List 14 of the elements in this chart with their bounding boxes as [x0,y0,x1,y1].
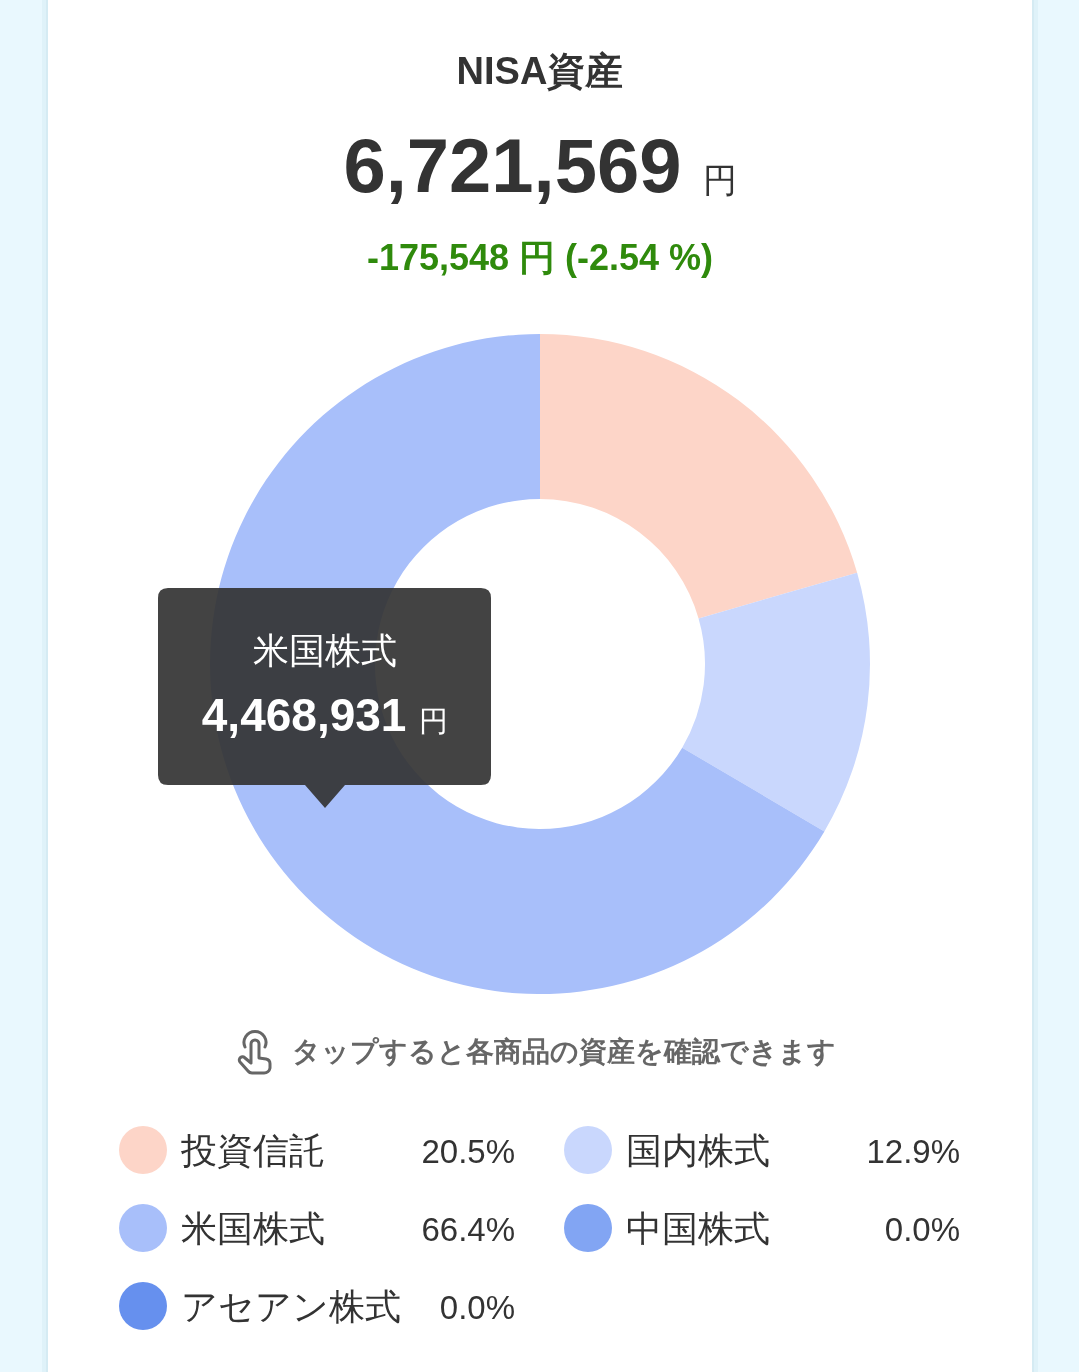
title: NISA資産 [456,50,624,92]
legend-label: アセアン株式 [181,1286,401,1327]
legend-label: 投資信託 [180,1130,325,1171]
annotation: 4,468,931 円 [201,689,449,741]
legend-label: 中国株式 [626,1208,770,1249]
legend-label: 米国株式 [181,1208,325,1249]
annotation: タップすると各商品の資産を確認できます [292,1036,836,1067]
data-label: 12.9% [866,1133,960,1170]
data-label: 20.5% [421,1133,515,1170]
annotation: 米国株式 [253,630,397,671]
data-label: 66.4% [421,1211,515,1248]
subtitle: 6,721,569 円 [343,123,737,208]
annotation: -175,548 円 (-2.54 %) [366,237,714,278]
legend-label: 国内株式 [626,1130,770,1171]
